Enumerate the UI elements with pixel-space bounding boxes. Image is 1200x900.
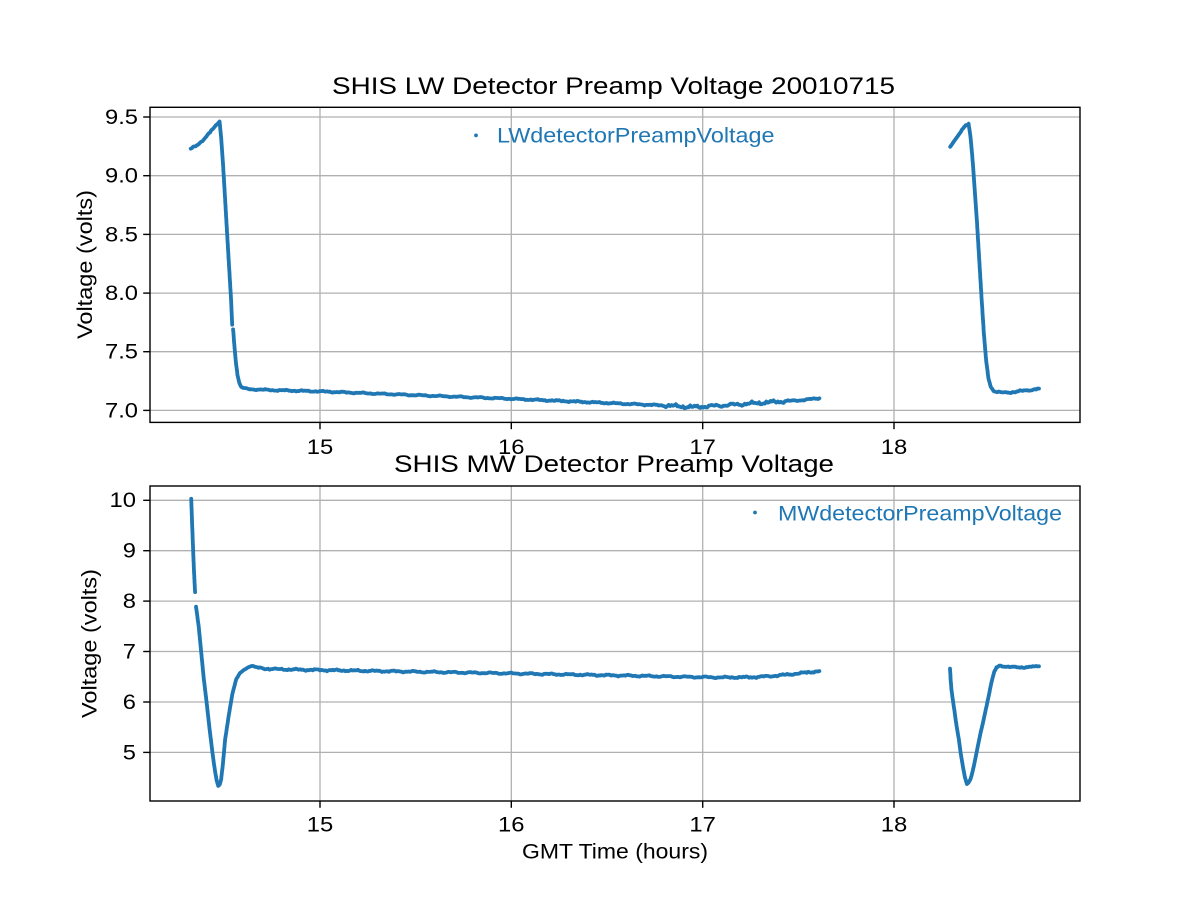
svg-text:5: 5 (123, 741, 136, 764)
svg-text:7.0: 7.0 (105, 399, 138, 422)
svg-text:16: 16 (498, 813, 525, 836)
svg-text:GMT Time (hours): GMT Time (hours) (522, 841, 708, 864)
svg-text:10: 10 (110, 489, 137, 512)
svg-text:9.5: 9.5 (105, 106, 138, 129)
svg-text:9: 9 (123, 540, 136, 563)
svg-text:9.0: 9.0 (105, 165, 138, 188)
svg-text:SHIS LW Detector Preamp Voltag: SHIS LW Detector Preamp Voltage 20010715 (332, 73, 895, 100)
svg-text:7.5: 7.5 (105, 341, 138, 364)
svg-text:8.5: 8.5 (105, 223, 138, 246)
svg-text:18: 18 (881, 813, 908, 836)
svg-text:15: 15 (307, 813, 334, 836)
svg-text:6: 6 (123, 691, 136, 714)
svg-text:Voltage (volts): Voltage (volts) (74, 190, 97, 339)
svg-text:17: 17 (689, 436, 716, 459)
svg-text:7: 7 (123, 640, 136, 663)
svg-text:17: 17 (689, 813, 716, 836)
svg-text:MWdetectorPreampVoltage: MWdetectorPreampVoltage (778, 503, 1062, 526)
svg-text:15: 15 (307, 436, 334, 459)
svg-text:8: 8 (123, 590, 136, 613)
svg-text:16: 16 (498, 436, 525, 459)
svg-text:8.0: 8.0 (105, 282, 138, 305)
svg-text:SHIS MW Detector Preamp Voltag: SHIS MW Detector Preamp Voltage (394, 451, 834, 478)
svg-text:Voltage (volts): Voltage (volts) (79, 569, 102, 718)
svg-text:LWdetectorPreampVoltage: LWdetectorPreampVoltage (497, 125, 775, 148)
svg-text:18: 18 (881, 436, 908, 459)
